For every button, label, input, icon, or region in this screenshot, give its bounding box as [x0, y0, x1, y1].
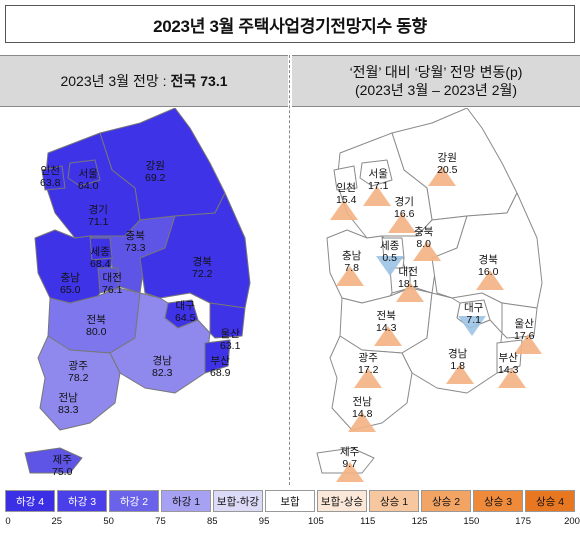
legend-tick-label: 175 [515, 516, 532, 527]
change-label-gangwon: 강원 20.5 [437, 152, 458, 176]
legend-tick-label: 200 [564, 516, 580, 527]
legend-item: 상승 4 [525, 490, 575, 512]
up-arrow-icon [498, 368, 526, 388]
legend-tick-label: 105 [307, 516, 324, 527]
legend-tick-label: 125 [411, 516, 428, 527]
legend-tick-label: 115 [360, 516, 376, 527]
region-busan [204, 339, 231, 374]
change-label-gyeongbuk: 경북 16.0 [478, 254, 499, 278]
change-label-jeonbuk: 전북 14.3 [376, 310, 397, 334]
change-label-ulsan: 울산 17.6 [514, 318, 535, 342]
change-label-jeju: 제주 9.7 [340, 446, 360, 470]
legend-item: 하강 3 [57, 490, 107, 512]
change-label-seoul: 서울 17.1 [368, 168, 389, 192]
right-panel-header: ‘전월’ 대비 ‘당월’ 전망 변동(p) (2023년 3월 – 2023년 … [292, 55, 580, 107]
up-arrow-icon [428, 166, 456, 186]
label-chungbuk: 충북 73.3 [125, 230, 146, 254]
right-header-line1: ‘전월’ 대비 ‘당월’ 전망 변동(p) [349, 64, 523, 80]
legend-tick-label: 95 [258, 516, 270, 527]
region-busan [496, 339, 523, 374]
down-arrow-icon [458, 316, 486, 336]
legend-item: 상승 1 [369, 490, 419, 512]
label-gyeongbuk: 경북 72.2 [192, 256, 213, 280]
change-label-incheon: 인천 15.4 [336, 182, 357, 206]
left-header-national-label: 전국 [170, 73, 197, 89]
legend-ticks: 0 25 50 75 85 95 105 115 125 150 175 200 [0, 516, 580, 530]
up-arrow-icon [446, 364, 474, 384]
legend-item: 상승 3 [473, 490, 523, 512]
region-jeonnam [37, 335, 121, 431]
legend-tick-label: 0 [5, 516, 11, 527]
region-jeju [316, 447, 375, 474]
down-arrow-icon [376, 256, 404, 276]
region-seoul [359, 159, 393, 187]
panel-divider [289, 55, 290, 485]
legend-item: 상승 2 [421, 490, 471, 512]
label-gwangju: 광주 78.2 [68, 360, 89, 384]
right-header-line2: (2023년 3월 – 2023년 2월) [354, 82, 518, 98]
label-gyeongnam: 경남 82.3 [152, 355, 173, 379]
up-arrow-icon [336, 266, 364, 286]
change-label-gyeongnam: 경남 1.8 [448, 348, 468, 372]
change-label-daejeon: 대전 18.1 [398, 266, 419, 290]
legend: 하강 4 하강 3 하강 2 하강 1 보합-하강 보합 보합-상승 상승 1 상승 2 상승 3… [5, 490, 575, 512]
up-arrow-icon [413, 241, 441, 261]
left-index-map [24, 108, 251, 474]
legend-item: 하강 4 [5, 490, 55, 512]
label-sejong: 세종 68.4 [90, 246, 111, 270]
label-incheon: 인천 63.8 [40, 165, 61, 189]
right-change-map [316, 108, 543, 482]
page-title: 2023년 3월 주택사업경기전망지수 동향 [5, 5, 575, 43]
change-label-busan: 부산 14.3 [498, 352, 519, 376]
legend-item: 하강 2 [109, 490, 159, 512]
legend-tick-label: 85 [206, 516, 218, 527]
up-arrow-icon [396, 282, 424, 302]
up-arrow-icon [336, 462, 364, 482]
change-label-chungnam: 충남 7.8 [342, 250, 362, 274]
region-seoul [67, 159, 101, 187]
region-ulsan [501, 302, 538, 339]
label-jeonnam: 전남 83.3 [58, 392, 79, 416]
region-jeju [24, 447, 83, 474]
up-arrow-icon [476, 270, 504, 290]
label-daegu: 대구 64.5 [175, 300, 196, 324]
left-panel-header: 2023년 3월 전망 : 전국 73.1 [0, 55, 288, 107]
region-ulsan [209, 302, 246, 339]
label-gangwon: 강원 69.2 [145, 160, 166, 184]
change-label-gyeonggi: 경기 16.6 [394, 196, 415, 220]
label-seoul: 서울 64.0 [78, 168, 99, 192]
change-label-chungbuk: 충북 8.0 [414, 226, 434, 250]
legend-tick-label: 150 [463, 516, 480, 527]
region-incheon [41, 165, 66, 191]
change-label-sejong: 세종 0.5 [380, 240, 400, 264]
change-label-daegu: 대구 7.1 [464, 302, 484, 326]
label-daejeon: 대전 76.1 [102, 272, 123, 296]
up-arrow-icon [374, 326, 402, 346]
up-arrow-icon [330, 200, 358, 220]
change-label-jeonnam: 전남 14.8 [352, 396, 373, 420]
legend-tick-label: 50 [103, 516, 114, 527]
label-jeonbuk: 전북 80.0 [86, 314, 107, 338]
label-chungnam: 충남 65.0 [60, 272, 81, 296]
legend-item: 하강 1 [161, 490, 211, 512]
label-gyeonggi: 경기 71.1 [88, 204, 109, 228]
label-busan: 부산 68.9 [210, 355, 231, 379]
legend-item: 보합-하강 [213, 490, 263, 512]
up-arrow-icon [348, 412, 376, 432]
up-arrow-icon [354, 368, 382, 388]
label-jeju: 제주 75.0 [52, 454, 73, 478]
up-arrow-icon [514, 334, 542, 354]
up-arrow-icon [363, 186, 391, 206]
legend-item: 보합-상승 [317, 490, 367, 512]
up-arrow-icon [388, 213, 416, 233]
legend-tick-label: 75 [155, 516, 166, 527]
legend-tick-label: 25 [51, 516, 63, 527]
legend-item: 보합 [265, 490, 315, 512]
left-header-prefix: 2023년 3월 전망 : [60, 73, 167, 89]
change-label-gwangju: 광주 17.2 [358, 352, 379, 376]
region-incheon [333, 165, 358, 191]
left-header-national-value: 73.1 [200, 73, 228, 89]
label-ulsan: 울산 63.1 [220, 328, 241, 352]
